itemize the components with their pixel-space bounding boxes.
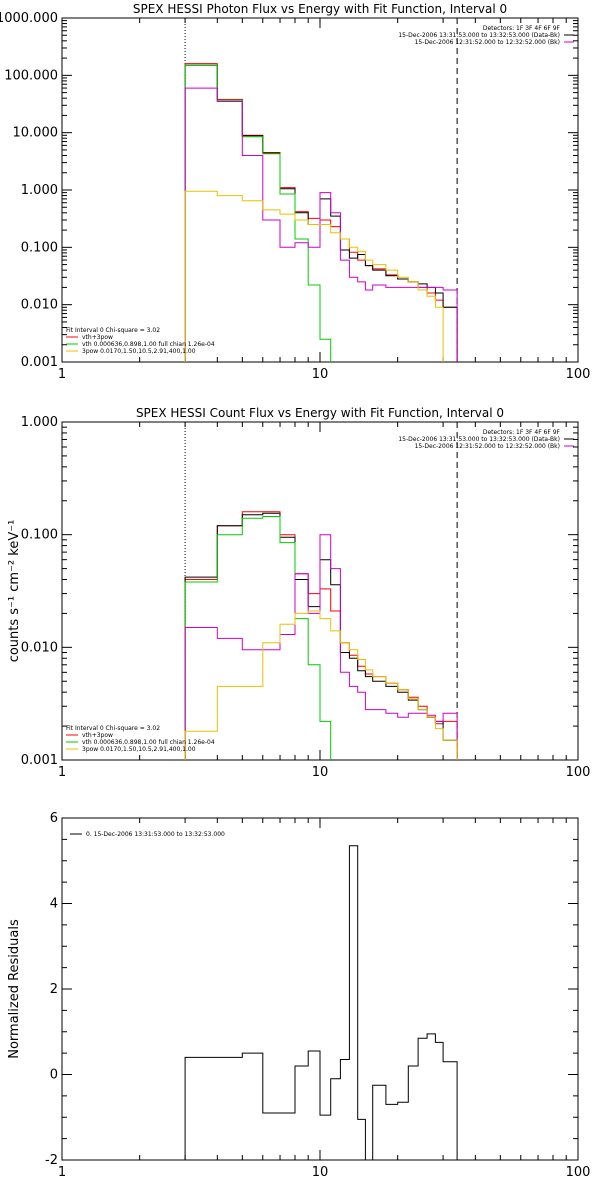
series-group [184, 63, 458, 362]
y-tick-label: 0 [50, 1068, 58, 1083]
series-line-3 [184, 64, 332, 362]
x-tick-label: 100 [566, 367, 591, 382]
y-tick-label: 0.100 [21, 528, 58, 543]
x-tick-label: 1 [58, 1165, 66, 1180]
fit-legend-line: vth 0.000636,0.898,1.00 full chian 1.26e… [82, 341, 215, 348]
info-text-line: Detectors: 1F 3F 4F 6F 9F [483, 429, 561, 436]
y-tick-label: 0.100 [21, 240, 58, 255]
y-tick-label: 6 [50, 811, 58, 826]
series-group [184, 845, 458, 1160]
y-tick-label: 1.000 [21, 415, 58, 430]
fit-legend-line: 3pow 0.0170,1.50,10.5,2.91,400,1.00 [82, 746, 196, 753]
x-tick-label: 10 [312, 765, 329, 780]
y-tick-label: 2 [50, 982, 58, 997]
info-text-line: Detectors: 1F 3F 4F 6F 9F [483, 25, 561, 32]
series-line-5 [184, 190, 444, 362]
residual-legend: 0. 15-Dec-2006 13:31:53.000 to 13:32:53.… [86, 831, 225, 838]
panel-3: 1 10 100 -2 0 2 4 6 Normalized Residuals 0. 15-De… [7, 811, 591, 1180]
y-tick-label: 1.000 [21, 183, 58, 198]
x-tick-label: 1 [58, 765, 66, 780]
info-text-line: 15-Dec-2006 12:31:52.000 to 12:32:52.000… [415, 39, 560, 46]
y-tick-label: 0.001 [21, 753, 58, 768]
fit-legend-line: vth 0.000636,0.898,1.00 full chian 1.26e… [82, 739, 215, 746]
series-line-5 [184, 610, 458, 760]
fit-legend-line: vth+3pow [82, 334, 113, 341]
series-line-1 [184, 511, 458, 760]
x-tick-label: 100 [566, 765, 591, 780]
y-axis-label: Normalized Residuals [7, 919, 22, 1059]
series-line-1 [184, 845, 458, 1160]
info-text-line: 15-Dec-2006 13:31:53.000 to 13:32:53.000… [398, 436, 560, 443]
series-line-1 [184, 63, 458, 362]
fit-legend-line: vth+3pow [82, 732, 113, 739]
fit-legend-line: Fit Interval 0 Chi-square = 3.02 [66, 725, 160, 732]
y-tick-label: 100.000 [4, 68, 58, 83]
series-line-2 [184, 64, 458, 362]
chart-title: SPEX HESSI Count Flux vs Energy with Fit… [136, 406, 504, 420]
x-tick-label: 10 [312, 367, 329, 382]
y-tick-label: 1000.000 [0, 11, 58, 26]
fit-legend-line: Fit Interval 0 Chi-square = 3.02 [66, 327, 160, 334]
series-line-4 [184, 87, 458, 362]
series-group [184, 511, 458, 760]
fit-legend-line: 3pow 0.0170,1.50,10.5,2.91,400,1.00 [82, 348, 196, 355]
y-tick-label: 0.010 [21, 640, 58, 655]
y-tick-label: -2 [45, 1153, 58, 1168]
info-text-line: 15-Dec-2006 12:31:52.000 to 12:32:52.000… [415, 443, 560, 450]
x-tick-label: 100 [566, 1165, 591, 1180]
y-tick-label: 0.010 [21, 298, 58, 313]
y-tick-label: 0.001 [21, 355, 58, 370]
panel-1: SPEX HESSI Photon Flux vs Energy with Fi… [0, 2, 590, 382]
series-line-2 [184, 512, 458, 760]
y-tick-label: 10.000 [13, 126, 59, 141]
y-axis-label: counts s⁻¹ cm⁻² keV⁻¹ [7, 520, 22, 663]
panel-2: SPEX HESSI Count Flux vs Energy with Fit… [7, 406, 591, 780]
info-text-line: 15-Dec-2006 13:31:53.000 to 13:32:53.000… [398, 32, 560, 39]
series-line-4 [184, 534, 458, 760]
chart-title: SPEX HESSI Photon Flux vs Energy with Fi… [133, 2, 507, 16]
x-tick-label: 1 [58, 367, 66, 382]
y-tick-label: 4 [50, 897, 58, 912]
x-tick-label: 10 [312, 1165, 329, 1180]
series-line-3 [184, 516, 332, 760]
